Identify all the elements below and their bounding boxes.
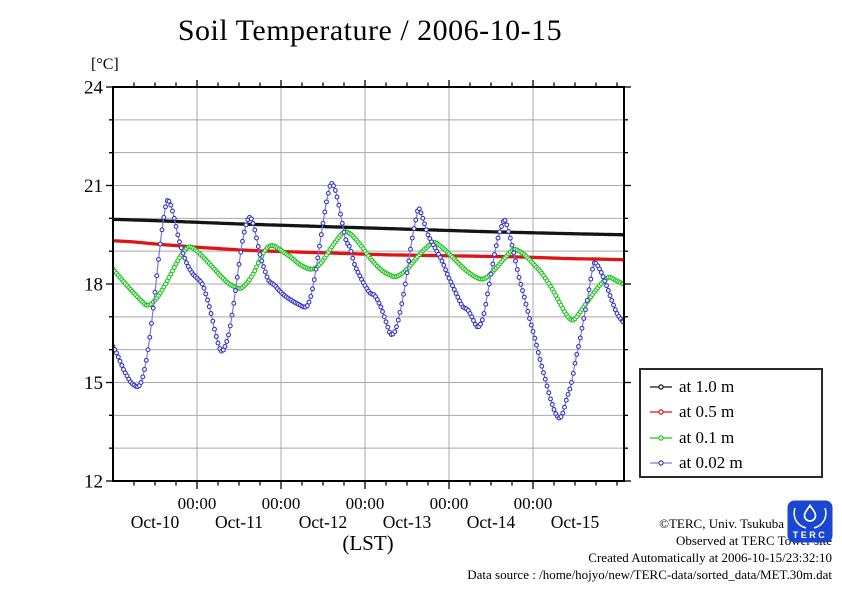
y-axis-unit-label: [°C] (91, 56, 119, 73)
svg-text:Oct-15: Oct-15 (551, 512, 600, 532)
terc-logo: TERC (787, 500, 833, 543)
svg-text:Oct-13: Oct-13 (383, 512, 432, 532)
legend-marker-0.02m-icon (650, 460, 672, 466)
logo-text: TERC (793, 530, 828, 540)
svg-text:Oct-11: Oct-11 (215, 512, 263, 532)
svg-text:Oct-12: Oct-12 (299, 512, 348, 532)
legend-label: at 1.0 m (679, 376, 735, 396)
legend-item: at 0.02 m (641, 451, 821, 477)
wave-right-icon (813, 507, 827, 529)
legend: at 1.0 m at 0.5 m at 0.1 m at 0.02 m (639, 368, 823, 478)
legend-item: at 0.1 m (641, 425, 821, 451)
svg-text:21: 21 (84, 176, 103, 197)
svg-text:Oct-14: Oct-14 (467, 512, 516, 532)
svg-text:00:00: 00:00 (514, 494, 553, 513)
svg-text:00:00: 00:00 (178, 494, 217, 513)
copyright-text: ©TERC, Univ. Tsukuba (659, 516, 784, 531)
svg-text:Oct-10: Oct-10 (131, 512, 180, 532)
legend-marker-0.5m-icon (650, 409, 672, 415)
wave-left-icon (793, 507, 807, 529)
chart-title: Soil Temperature / 2006-10-15 (177, 14, 563, 47)
svg-text:12: 12 (84, 472, 103, 493)
data-source-text: Data source : /home/hojyo/new/TERC-data/… (467, 567, 832, 582)
svg-text:24: 24 (84, 78, 104, 99)
svg-text:00:00: 00:00 (262, 494, 301, 513)
svg-text:00:00: 00:00 (346, 494, 385, 513)
created-timestamp-text: Created Automatically at 2006-10-15/23:3… (588, 550, 832, 565)
legend-marker-1.0m-icon (650, 384, 672, 390)
x-axis-label: (LST) (342, 531, 394, 555)
svg-text:00:00: 00:00 (430, 494, 469, 513)
svg-text:18: 18 (84, 275, 103, 296)
svg-text:15: 15 (84, 373, 103, 394)
water-drop-icon (803, 503, 817, 522)
legend-item: at 1.0 m (641, 374, 821, 400)
legend-item: at 0.5 m (641, 400, 821, 426)
legend-label: at 0.5 m (679, 402, 735, 422)
legend-marker-0.1m-icon (650, 435, 672, 441)
legend-label: at 0.1 m (679, 427, 735, 447)
legend-label: at 0.02 m (679, 453, 743, 473)
